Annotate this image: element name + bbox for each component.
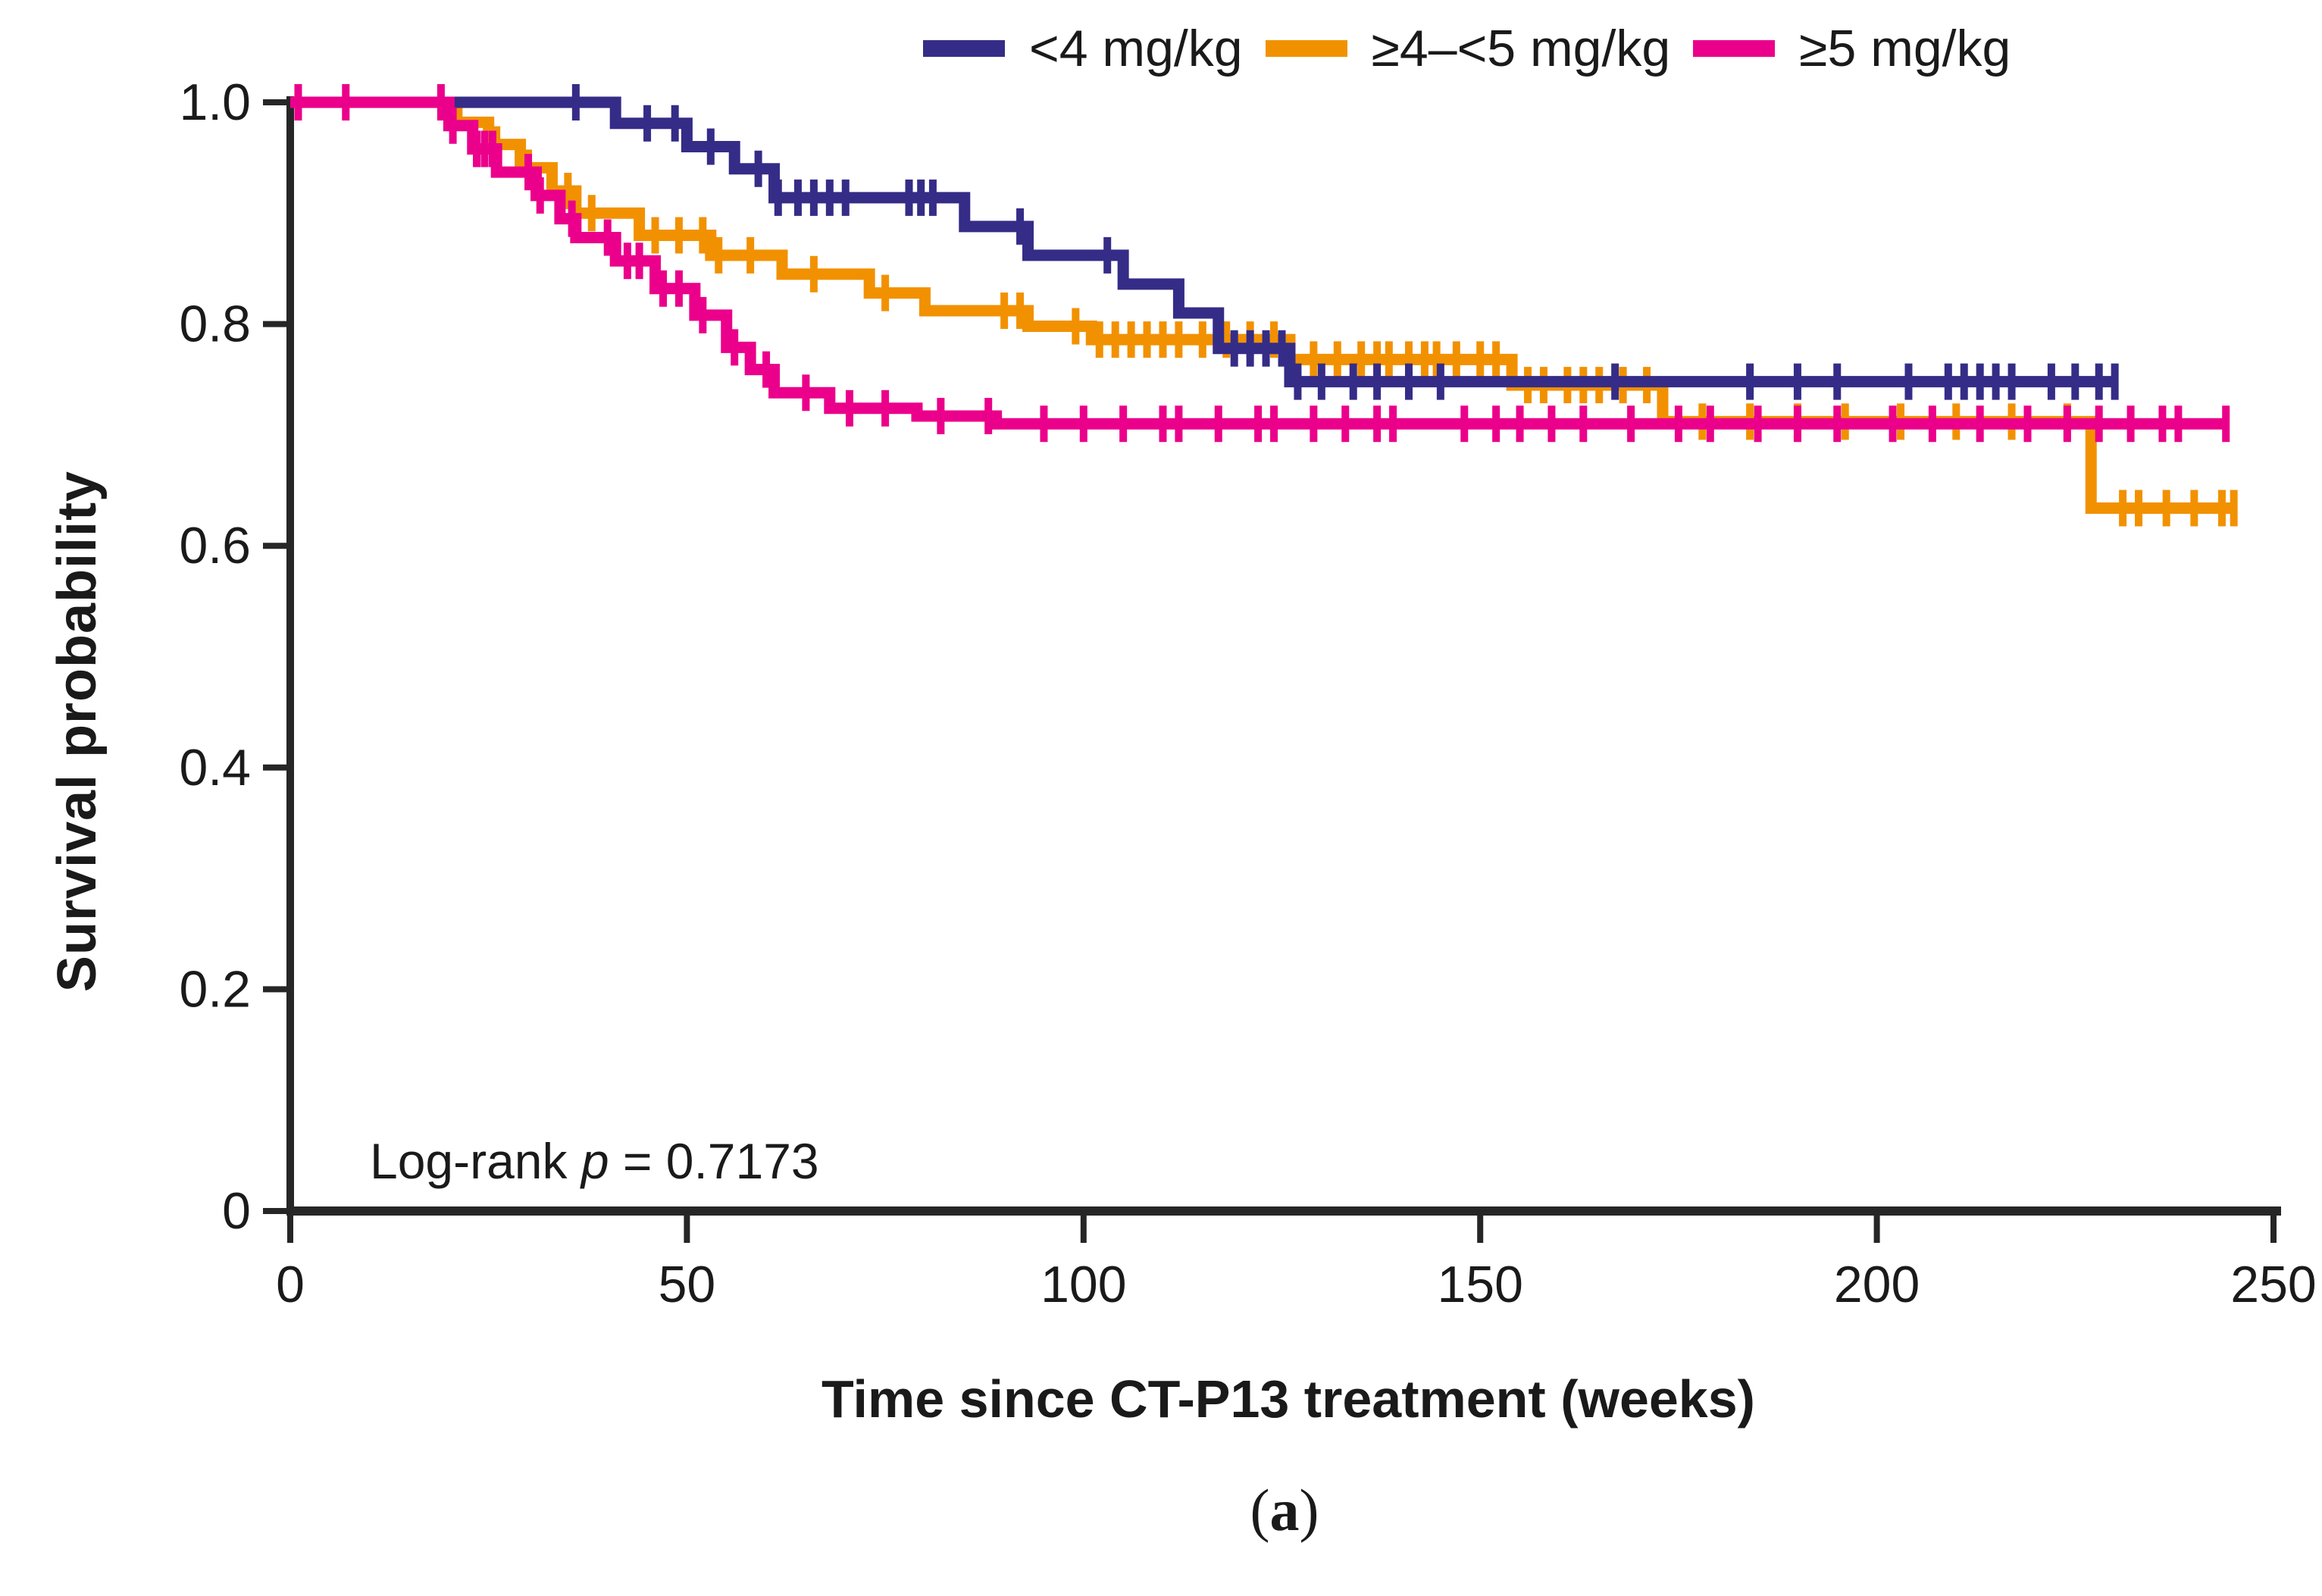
y-tick-label: 0.4 <box>179 739 251 796</box>
km-series-lt4 <box>290 84 2119 400</box>
y-tick-label: 0.6 <box>179 517 251 574</box>
legend-item-ge4lt5: ≥4–<5 mg/kg <box>1265 20 1671 77</box>
y-axis-title: Survival probability <box>47 470 108 993</box>
legend-label-lt4: <4 mg/kg <box>1029 20 1243 77</box>
caption-letter: a <box>1269 1477 1300 1543</box>
legend-swatch-lt4-icon <box>923 40 1005 57</box>
x-tick-label: 150 <box>1437 1256 1522 1313</box>
legend: <4 mg/kg ≥4–<5 mg/kg ≥5 mg/kg <box>923 23 2011 74</box>
y-tick-label: 0.2 <box>179 960 251 1018</box>
logrank-annotation: Log-rank p = 0.7173 <box>370 1132 819 1190</box>
axes: 1.0 0.8 0.6 0.4 0.2 00 50 100 150 200 250 <box>179 74 2316 1313</box>
y-tick-label: 0 <box>222 1182 251 1240</box>
km-curve-lt4 <box>290 96 2115 388</box>
logrank-p-symbol: p <box>580 1133 609 1189</box>
legend-item-ge5: ≥5 mg/kg <box>1693 23 2011 74</box>
figure-caption: (a) <box>1250 1476 1319 1544</box>
x-tick-label: 50 <box>659 1256 716 1313</box>
legend-swatch-ge4lt5-icon <box>1265 40 1347 57</box>
legend-label-ge5: ≥5 mg/kg <box>1799 20 2011 77</box>
x-tick-label: 100 <box>1041 1256 1126 1313</box>
y-tick-label: 1.0 <box>179 74 251 131</box>
caption-open: ( <box>1250 1477 1270 1543</box>
km-curve-ge4lt5 <box>290 96 2234 514</box>
x-axis-title: Time since CT-P13 treatment (weeks) <box>821 1369 1755 1429</box>
legend-item-lt4: <4 mg/kg <box>923 23 1243 74</box>
km-series-ge4lt5 <box>290 96 2238 527</box>
logrank-prefix: Log-rank <box>370 1133 581 1189</box>
x-tick-label: 200 <box>1834 1256 1920 1313</box>
legend-label-ge4lt5: ≥4–<5 mg/kg <box>1371 20 1671 77</box>
legend-swatch-ge5-icon <box>1693 40 1776 57</box>
km-series-ge5 <box>290 84 2230 443</box>
caption-close: ) <box>1299 1477 1319 1543</box>
logrank-value: = 0.7173 <box>609 1133 819 1189</box>
x-tick-label: 250 <box>2230 1256 2316 1313</box>
x-tick-label: 0 <box>276 1256 305 1313</box>
y-tick-label: 0.8 <box>179 296 251 353</box>
km-curve-ge5 <box>290 96 2227 430</box>
